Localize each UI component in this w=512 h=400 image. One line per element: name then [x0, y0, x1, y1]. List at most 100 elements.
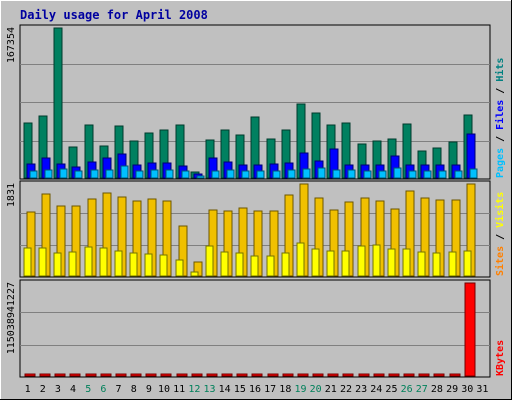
bar-kbytes-day-1 — [24, 373, 36, 377]
bar-kbytes-day-30 — [464, 282, 476, 377]
bar-kbytes-day-19 — [297, 373, 309, 377]
bar-sites-day-18 — [281, 252, 290, 277]
bar-pages-day-8 — [135, 170, 144, 179]
bar-pages-day-22 — [347, 169, 356, 179]
bar-kbytes-day-7 — [115, 373, 127, 377]
bar-kbytes-day-23 — [358, 373, 370, 377]
day-label-20: 20 — [310, 384, 322, 395]
bar-kbytes-day-15 — [236, 373, 248, 377]
bar-pages-day-29 — [454, 170, 463, 179]
day-label-8: 8 — [131, 384, 137, 395]
panel-kbytes: 115038941227 KBytes — [6, 279, 506, 378]
day-label-19: 19 — [294, 384, 306, 395]
legend-entry: Visits — [494, 192, 506, 228]
bar-pages-day-11 — [181, 170, 190, 179]
bar-kbytes-day-18 — [282, 373, 294, 377]
day-label-13: 13 — [203, 384, 215, 395]
bar-kbytes-day-21 — [327, 373, 339, 377]
day-label-10: 10 — [158, 384, 170, 395]
day-label-7: 7 — [116, 384, 122, 395]
bar-sites-day-1 — [23, 247, 32, 277]
day-label-31: 31 — [476, 384, 488, 395]
day-label-3: 3 — [55, 384, 61, 395]
panel-visits-sites: 1831 Sites / Visits — [6, 180, 506, 278]
bar-pages-day-12 — [196, 175, 205, 179]
bar-kbytes-day-13 — [206, 373, 218, 377]
bar-sites-day-23 — [357, 245, 366, 277]
bar-pages-day-9 — [150, 169, 159, 179]
day-label-27: 27 — [416, 384, 428, 395]
bar-kbytes-day-10 — [160, 373, 172, 377]
chart-title: Daily usage for April 2008 — [20, 8, 208, 22]
bar-sites-day-30 — [463, 250, 472, 277]
series-kbytes — [24, 282, 476, 377]
y-max-label: 167354 — [6, 27, 17, 63]
bar-sites-day-3 — [53, 252, 62, 277]
series-pages — [29, 165, 478, 179]
bar-sites-day-11 — [175, 259, 184, 277]
day-label-1: 1 — [25, 384, 31, 395]
bar-kbytes-day-12 — [191, 373, 203, 377]
bar-sites-day-19 — [296, 242, 305, 277]
bar-pages-day-19 — [302, 168, 311, 179]
legend-entry: Hits — [494, 58, 506, 82]
day-label-23: 23 — [355, 384, 367, 395]
day-label-24: 24 — [370, 384, 382, 395]
bar-pages-day-13 — [211, 170, 220, 179]
bar-kbytes-day-6 — [100, 373, 112, 377]
bar-pages-day-4 — [74, 170, 83, 179]
legend-entry: KBytes — [495, 340, 506, 376]
bar-pages-day-25 — [393, 167, 402, 179]
legend-kbytes: KBytes — [495, 340, 506, 376]
bar-pages-day-21 — [332, 169, 341, 179]
bar-pages-day-14 — [226, 169, 235, 179]
bar-kbytes-day-8 — [130, 373, 142, 377]
bar-kbytes-day-29 — [449, 373, 461, 377]
y-max-label: 115038941227 — [6, 282, 17, 354]
legend-entry: / — [495, 82, 506, 100]
bar-pages-day-26 — [408, 170, 417, 179]
bar-pages-day-10 — [165, 169, 174, 179]
bar-sites-day-12 — [190, 271, 199, 277]
bar-kbytes-day-11 — [176, 373, 188, 377]
bar-kbytes-day-9 — [145, 373, 157, 377]
bar-pages-day-7 — [120, 165, 129, 179]
bar-pages-day-5 — [90, 169, 99, 179]
bar-pages-day-20 — [317, 167, 326, 179]
bar-sites-day-20 — [311, 248, 320, 277]
bar-kbytes-day-25 — [388, 373, 400, 377]
day-label-22: 22 — [340, 384, 352, 395]
day-label-17: 17 — [264, 384, 276, 395]
bar-pages-day-15 — [241, 170, 250, 179]
legend-entry: / — [495, 130, 506, 148]
day-label-11: 11 — [173, 384, 185, 395]
panel-frame — [19, 279, 491, 378]
bar-kbytes-day-24 — [373, 373, 385, 377]
day-label-26: 26 — [401, 384, 413, 395]
bar-sites-day-4 — [68, 251, 77, 277]
bar-kbytes-day-20 — [312, 373, 324, 377]
day-label-14: 14 — [219, 384, 231, 395]
bar-kbytes-day-3 — [54, 373, 66, 377]
y-max-label: 1831 — [6, 183, 17, 207]
bar-sites-day-10 — [159, 254, 168, 277]
bar-kbytes-day-17 — [267, 373, 279, 377]
bar-pages-day-30 — [469, 168, 478, 179]
day-labels: 1 2 3 4 5 6 7 8 9 10 11 12 13 14 15 16 17 18 19 20 21 22 23 24 2… — [25, 384, 489, 395]
day-label-29: 29 — [446, 384, 458, 395]
bar-pages-day-24 — [378, 170, 387, 179]
legend-hits-files-pages: Pages / Files / Hits — [494, 58, 506, 178]
day-label-2: 2 — [40, 384, 46, 395]
chart-panels: 167354 Pages / Files / Hits 1831 Sites / Vi… — [6, 24, 506, 378]
legend-visits-sites: Sites / Visits — [494, 192, 506, 276]
bar-sites-day-7 — [114, 250, 123, 277]
bar-kbytes-day-16 — [251, 373, 263, 377]
bar-hits-day-3 — [53, 27, 63, 179]
bar-sites-day-5 — [84, 246, 93, 277]
day-label-12: 12 — [188, 384, 200, 395]
bar-sites-day-27 — [417, 251, 426, 277]
bar-kbytes-day-28 — [433, 373, 445, 377]
bar-kbytes-day-5 — [85, 373, 97, 377]
bar-sites-day-8 — [129, 252, 138, 277]
bar-pages-day-17 — [272, 170, 281, 179]
